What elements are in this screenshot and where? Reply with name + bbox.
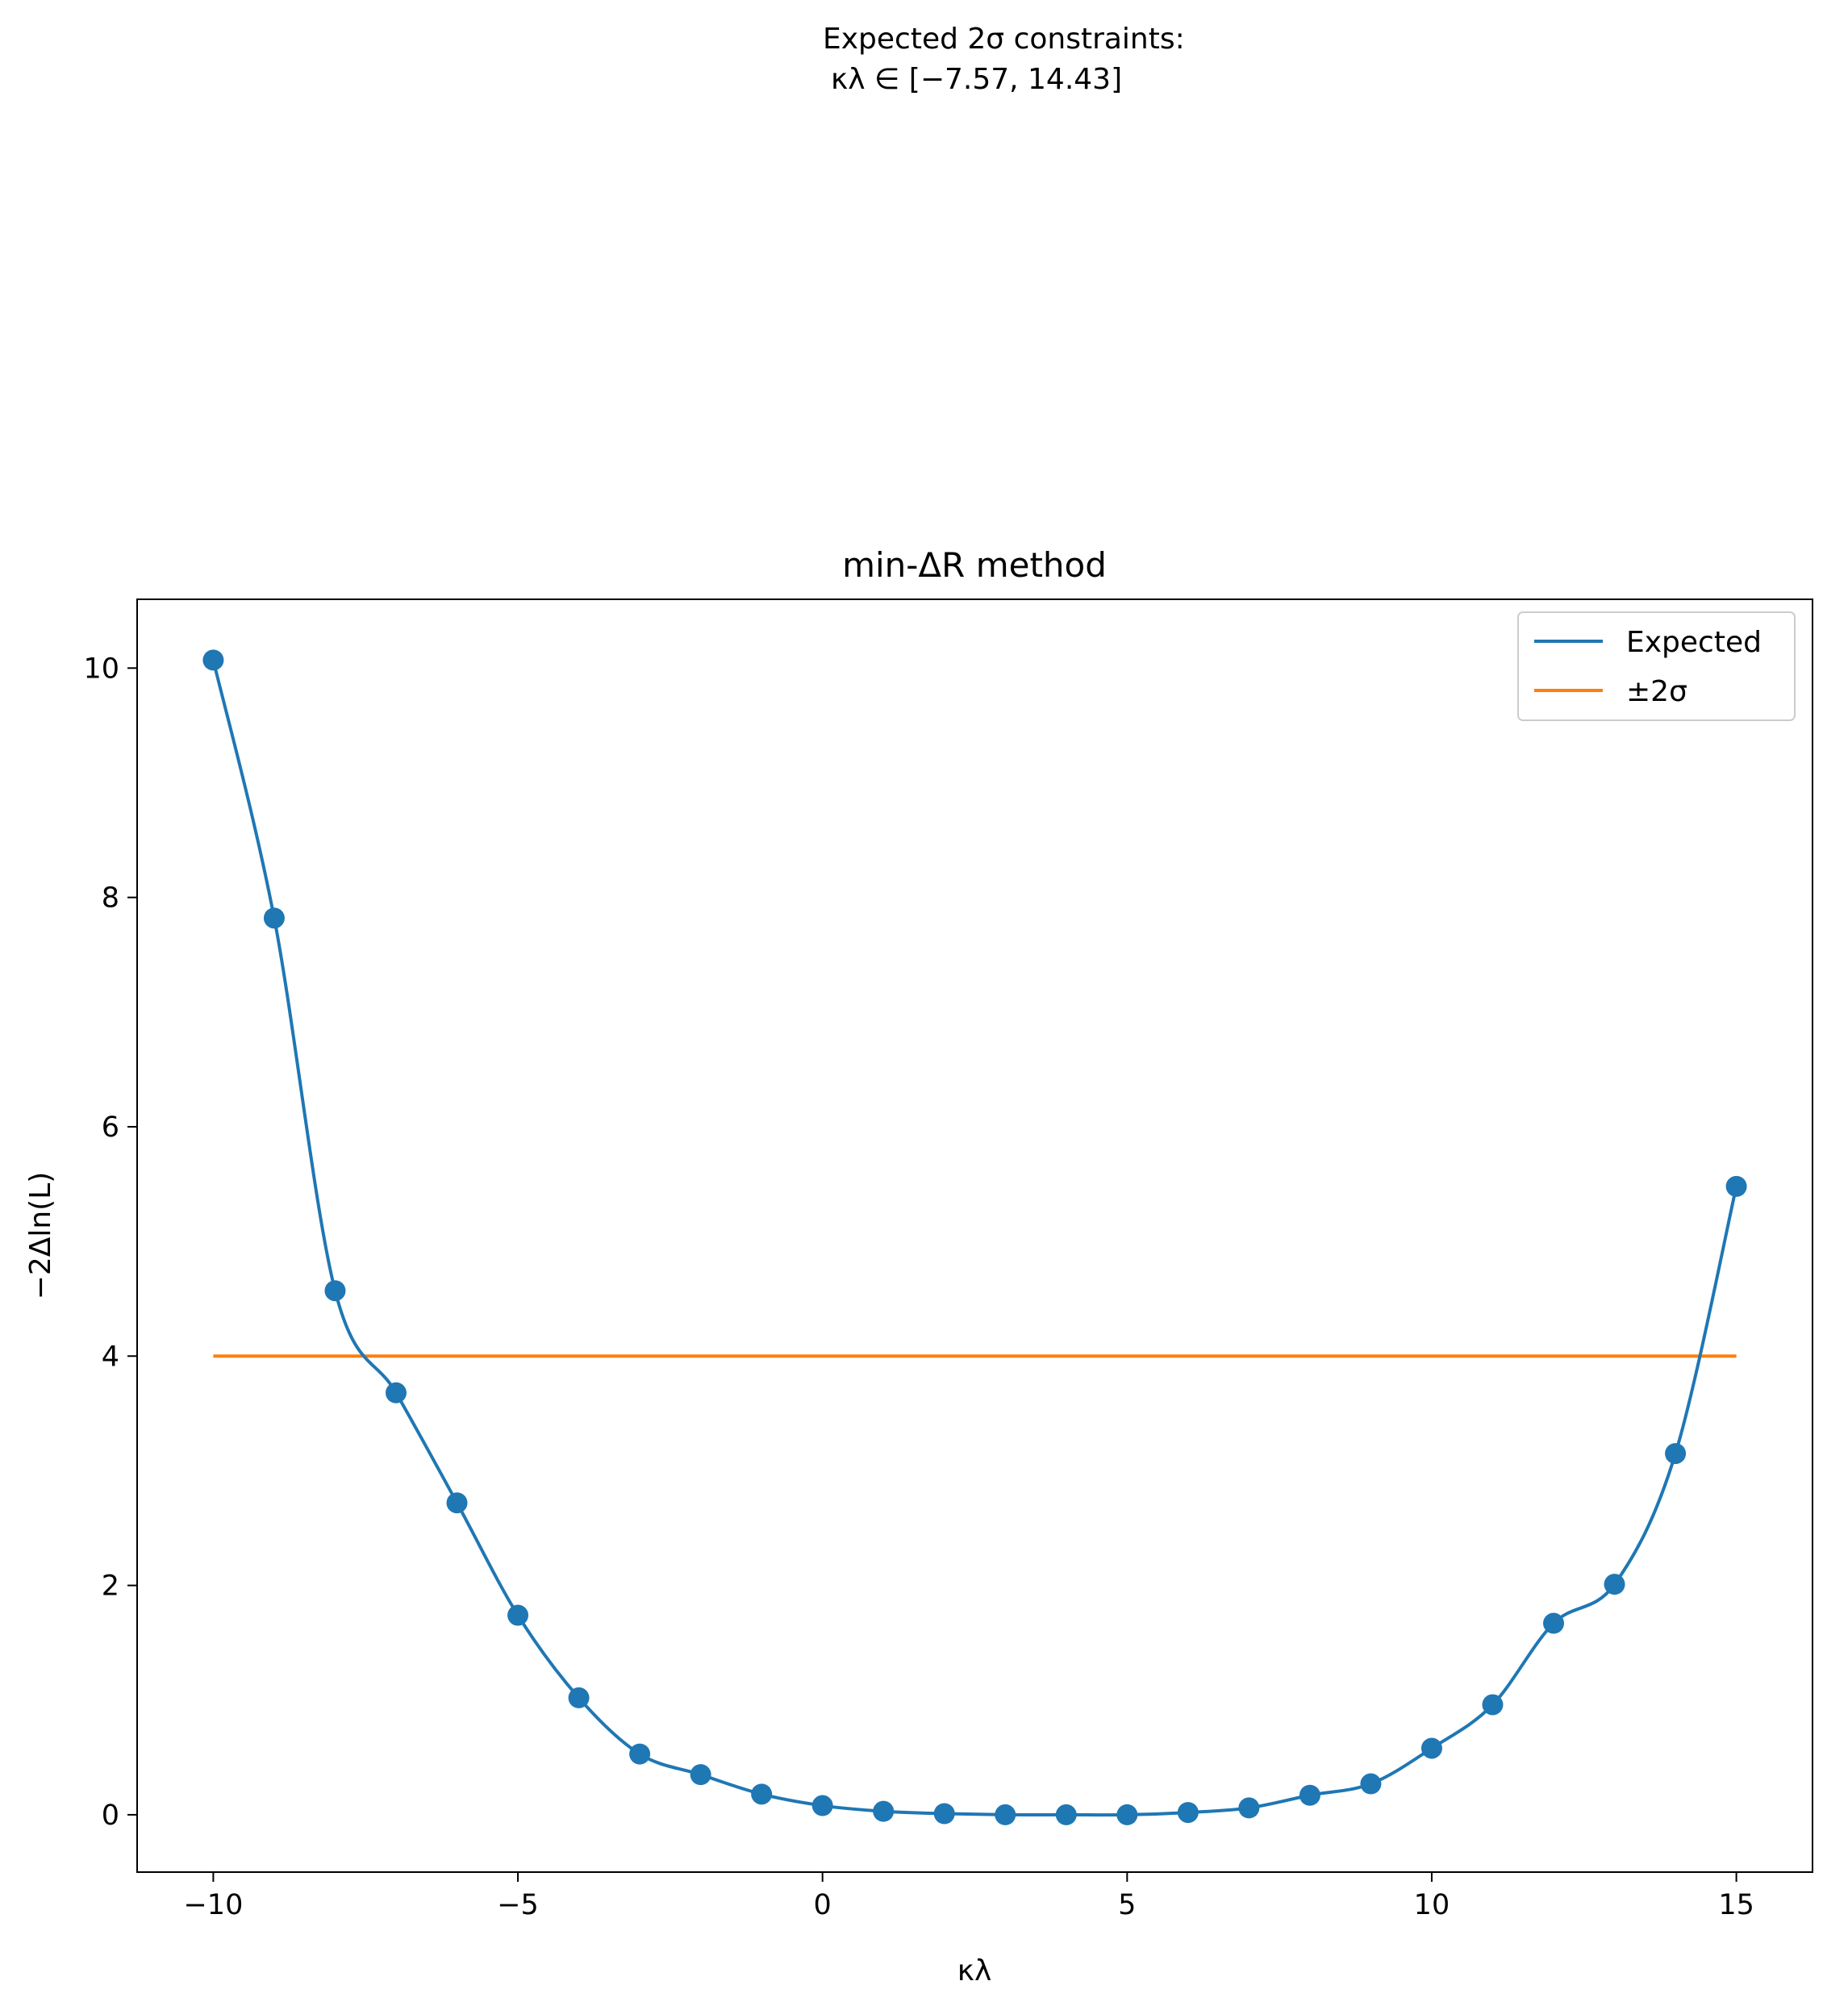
data-point [629,1743,651,1765]
data-point [1116,1804,1138,1825]
data-point [1604,1574,1625,1595]
plot-area [202,649,1747,1825]
x-axis-label: κλ [957,1954,992,1987]
data-point [507,1604,529,1626]
data-point [690,1764,711,1786]
data-point [1360,1773,1382,1795]
annotation-line-1: Expected 2σ constraints: [823,23,1185,56]
x-tick-label: 5 [1118,1889,1136,1921]
data-point [324,1280,346,1302]
data-point [751,1783,773,1805]
x-tick-label: 10 [1414,1889,1450,1921]
x-tick-label: 0 [814,1889,832,1921]
x-tick-label: −10 [183,1889,243,1921]
series-layer [202,649,1747,1825]
series-line-expected [211,659,1738,1817]
data-point [1299,1784,1320,1806]
axes-frame [136,598,1813,1873]
y-tick-label: 10 [83,653,119,685]
data-point [446,1492,468,1514]
chart-title: min-ΔR method [842,545,1107,585]
legend-label-2sigma: ±2σ [1626,675,1687,708]
x-axis-ticks: −10 −5 0 5 10 15 [183,1872,1754,1921]
data-point [1543,1612,1565,1634]
data-point [568,1687,590,1708]
data-point [873,1800,895,1822]
x-tick-label: −5 [497,1889,539,1921]
legend-box [1517,611,1796,721]
y-tick-label: 6 [102,1111,119,1144]
data-point [1055,1804,1077,1825]
y-tick-label: 4 [102,1341,119,1373]
legend-label-expected: Expected [1626,626,1762,659]
y-tick-label: 2 [102,1570,119,1603]
data-point [1482,1694,1504,1716]
data-point [1238,1797,1260,1819]
data-point [385,1382,407,1403]
y-tick-label: 8 [102,882,119,915]
data-point [1420,1737,1442,1759]
annotation-line-2: κλ ∈ [−7.57, 14.43] [831,63,1122,96]
y-tick-label: 0 [102,1800,119,1832]
data-point [1665,1443,1687,1465]
y-axis-label: −2Δln(L) [24,1172,57,1300]
data-point [995,1804,1016,1825]
data-point [202,649,224,671]
y-axis-ticks: 0 2 4 6 8 10 [83,653,137,1832]
x-tick-label: 15 [1718,1889,1754,1921]
data-point [811,1795,833,1816]
data-point [933,1803,955,1825]
data-point [1177,1802,1199,1824]
data-point [263,907,285,929]
legend: Expected ±2σ [1517,611,1796,721]
data-point [1725,1175,1747,1197]
